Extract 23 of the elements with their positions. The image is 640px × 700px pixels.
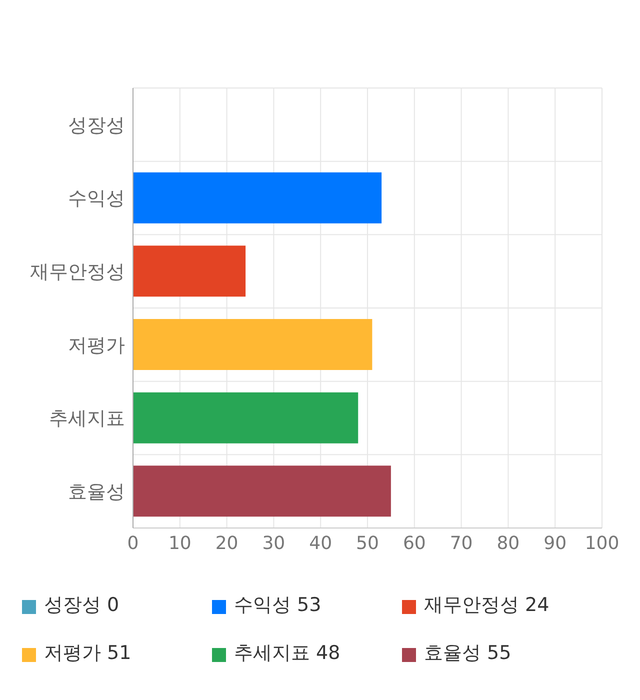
legend-label: 추세지표 48: [234, 642, 340, 664]
legend-label: 수익성 53: [234, 594, 322, 616]
legend-label: 성장성 0: [44, 594, 120, 616]
x-tick-label: 60: [402, 532, 426, 554]
x-tick-label: 80: [496, 532, 520, 554]
legend-label: 저평가 51: [44, 642, 132, 664]
legend-label: 효율성 55: [424, 642, 512, 664]
y-tick-label: 재무안정성: [30, 261, 125, 284]
y-tick-label: 효율성: [68, 481, 125, 504]
x-tick-label: 10: [168, 532, 192, 554]
x-tick-label: 100: [584, 532, 620, 554]
x-tick-label: 90: [544, 532, 567, 554]
y-tick-label: 저평가: [68, 334, 125, 356]
legend-label: 재무안정성 24: [424, 594, 550, 616]
x-tick-label: 70: [450, 532, 473, 554]
y-tick-label: 성장성: [68, 114, 125, 136]
x-tick-label: 40: [309, 532, 332, 554]
y-tick-label: 수익성: [68, 188, 125, 210]
x-tick-label: 30: [262, 532, 286, 554]
y-tick-label: 추세지표: [49, 408, 125, 430]
x-tick-label: 0: [127, 532, 139, 554]
x-tick-label: 20: [215, 532, 238, 554]
x-tick-label: 50: [356, 532, 379, 554]
